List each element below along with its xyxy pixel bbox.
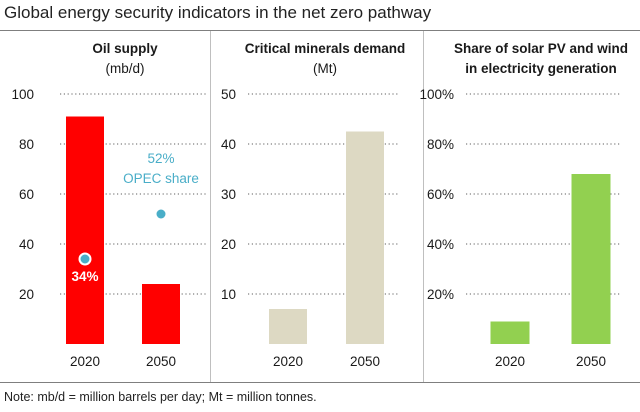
x-tick-label-2-2050: 2050 (350, 354, 380, 369)
y-tick-label-2-20: 20 (221, 237, 236, 252)
bar-2-2020 (269, 309, 307, 344)
footer-divider (0, 382, 640, 383)
y-tick-label-2-30: 30 (221, 187, 236, 202)
x-tick-label-1-2050: 2050 (146, 354, 176, 369)
y-tick-label-2-40: 40 (221, 137, 236, 152)
panel-title-3-line-2: in electricity generation (465, 61, 617, 76)
panel-title-1-line-1: Oil supply (92, 41, 158, 56)
bar-1-2050 (142, 284, 180, 344)
y-tick-label-2-50: 50 (221, 87, 236, 102)
opec-share-marker-2020 (78, 252, 92, 266)
y-tick-label-1-80: 80 (19, 137, 34, 152)
bar-1-2020 (66, 116, 104, 344)
x-tick-label-3-2050: 2050 (576, 354, 606, 369)
footnote: Note: mb/d = million barrels per day; Mt… (4, 390, 317, 404)
y-tick-label-3-40: 40% (427, 237, 454, 252)
opec-share-label-2050: 52% (147, 151, 174, 166)
y-tick-label-2-10: 10 (221, 287, 236, 302)
panel-separator-2 (423, 31, 424, 382)
bar-2-2050 (346, 131, 384, 344)
x-tick-label-2-2020: 2020 (273, 354, 303, 369)
panel-title-2-line-1: Critical minerals demand (245, 41, 406, 56)
panel-title-1-line-2: (mb/d) (105, 61, 144, 76)
y-tick-label-1-60: 60 (19, 187, 34, 202)
opec-share-marker-2050 (156, 209, 166, 219)
x-tick-label-1-2020: 2020 (70, 354, 100, 369)
bar-3-2020 (490, 321, 530, 344)
y-tick-label-1-40: 40 (19, 237, 34, 252)
title-divider (0, 30, 640, 31)
y-tick-label-1-100: 100 (11, 87, 34, 102)
chart-title: Global energy security indicators in the… (4, 3, 432, 22)
y-tick-label-3-60: 60% (427, 187, 454, 202)
x-tick-label-3-2020: 2020 (495, 354, 525, 369)
y-tick-label-3-20: 20% (427, 287, 454, 302)
opec-share-annotation: OPEC share (123, 171, 199, 186)
panel-title-2-line-2: (Mt) (313, 61, 337, 76)
panel-title-3-line-1: Share of solar PV and wind (454, 41, 628, 56)
bar-3-2050 (571, 174, 611, 344)
opec-share-label-2020: 34% (71, 269, 98, 284)
y-tick-label-3-80: 80% (427, 137, 454, 152)
y-tick-label-3-100: 100% (419, 87, 454, 102)
panel-separator-1 (210, 31, 211, 382)
y-tick-label-1-20: 20 (19, 287, 34, 302)
